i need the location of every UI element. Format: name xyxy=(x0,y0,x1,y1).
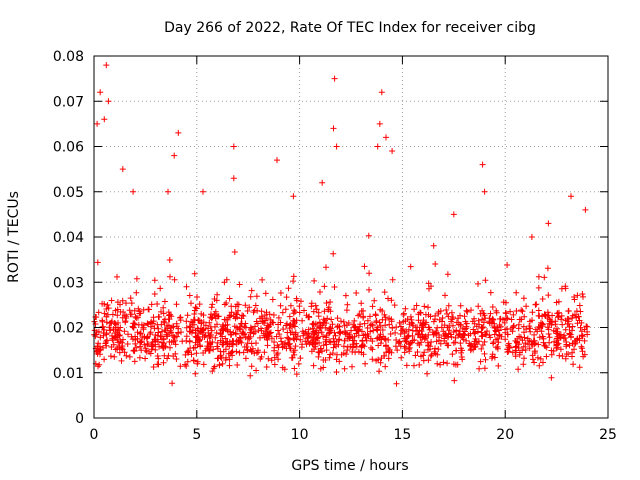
y-tick-label: 0.05 xyxy=(53,185,84,201)
grid-lines xyxy=(94,56,608,418)
y-tick-label: 0.01 xyxy=(53,366,84,382)
y-tick-label: 0.04 xyxy=(53,230,84,246)
y-tick-label: 0.07 xyxy=(53,94,84,110)
x-tick-label: 15 xyxy=(393,427,411,443)
y-tick-label: 0.08 xyxy=(53,49,84,65)
y-tick-label: 0 xyxy=(75,411,84,427)
x-axis-title: GPS time / hours xyxy=(291,458,408,474)
y-tick-label: 0.06 xyxy=(53,140,84,156)
x-tick-label: 0 xyxy=(90,427,99,443)
axis-ticks: 0 0.01 0.02 0.03 0.04 0.05 0.06 0.07 0.08 0 5 10 15 2… xyxy=(53,49,617,443)
x-tick-label: 25 xyxy=(599,427,617,443)
y-tick-label: 0.02 xyxy=(53,321,84,337)
y-tick-label: 0.03 xyxy=(53,275,84,291)
y-axis-title: ROTI / TECUs xyxy=(6,191,22,283)
x-tick-label: 5 xyxy=(192,427,201,443)
x-tick-label: 20 xyxy=(496,427,514,443)
roti-point-markers xyxy=(91,62,591,387)
x-tick-label: 10 xyxy=(291,427,309,443)
data-points xyxy=(91,62,591,387)
chart-title: Day 266 of 2022, Rate Of TEC Index for r… xyxy=(164,20,536,36)
